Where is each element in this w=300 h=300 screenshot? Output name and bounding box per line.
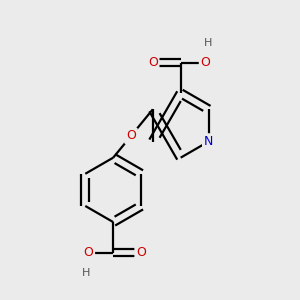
Text: O: O [136,246,146,259]
Text: O: O [84,246,94,259]
Text: N: N [204,135,213,148]
Text: O: O [200,56,210,69]
Text: O: O [126,129,136,142]
Text: H: H [81,268,90,278]
Text: O: O [148,56,158,69]
Text: H: H [204,38,212,48]
